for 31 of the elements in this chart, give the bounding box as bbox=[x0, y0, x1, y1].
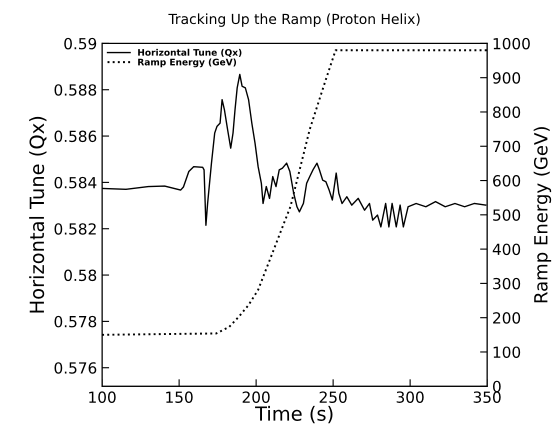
x-tick-label: 100 bbox=[89, 391, 116, 403]
y-tick-label: 0.584 bbox=[54, 176, 96, 188]
y2-tick-label: 800 bbox=[493, 106, 520, 118]
legend-label: Horizontal Tune (Qx) bbox=[138, 48, 242, 57]
y2-tick-label: 100 bbox=[494, 346, 520, 358]
y-axis-title: Horizontal Tune (Qx) bbox=[29, 116, 46, 313]
y2-tick-label: 1000 bbox=[494, 38, 530, 50]
x-tick-label: 200 bbox=[242, 391, 270, 403]
y2-axis-title: Ramp Energy (GeV) bbox=[534, 127, 552, 302]
y-tick-label: 0.58 bbox=[64, 270, 96, 282]
y2-tick-label: 0 bbox=[493, 380, 501, 392]
y2-tick-label: 900 bbox=[492, 72, 520, 84]
y-tick-label: 0.578 bbox=[54, 316, 96, 328]
y-tick-label: 0.576 bbox=[54, 362, 96, 374]
x-tick-label: 150 bbox=[166, 391, 193, 403]
y2-tick-label: 500 bbox=[493, 209, 520, 221]
chart-title: Tracking Up the Ramp (Proton Helix) bbox=[168, 13, 420, 27]
x-tick-label: 350 bbox=[474, 391, 501, 403]
y-tick-label: 0.59 bbox=[64, 38, 96, 50]
legend-label: Ramp Energy (GeV) bbox=[138, 58, 236, 68]
y2-tick-label: 300 bbox=[493, 278, 520, 290]
y2-tick-label: 400 bbox=[492, 244, 520, 256]
x-tick-label: 300 bbox=[396, 391, 424, 403]
x-tick-label: 250 bbox=[320, 391, 347, 403]
y-tick-label: 0.586 bbox=[54, 130, 96, 142]
y2-tick-label: 600 bbox=[493, 175, 520, 187]
y-tick-label: 0.588 bbox=[54, 84, 96, 96]
x-axis-title: Time (s) bbox=[255, 406, 332, 424]
y2-tick-label: 200 bbox=[493, 312, 520, 324]
y-tick-label: 0.582 bbox=[54, 223, 96, 235]
y2-tick-label: 700 bbox=[493, 140, 520, 152]
